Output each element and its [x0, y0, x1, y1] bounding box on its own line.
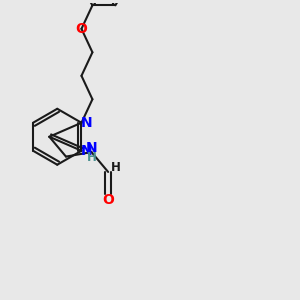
Text: H: H	[86, 151, 96, 164]
Text: O: O	[102, 193, 114, 207]
Text: N: N	[86, 141, 97, 155]
Text: O: O	[76, 22, 87, 36]
Text: N: N	[80, 144, 92, 158]
Text: H: H	[111, 161, 120, 174]
Text: N: N	[80, 116, 92, 130]
